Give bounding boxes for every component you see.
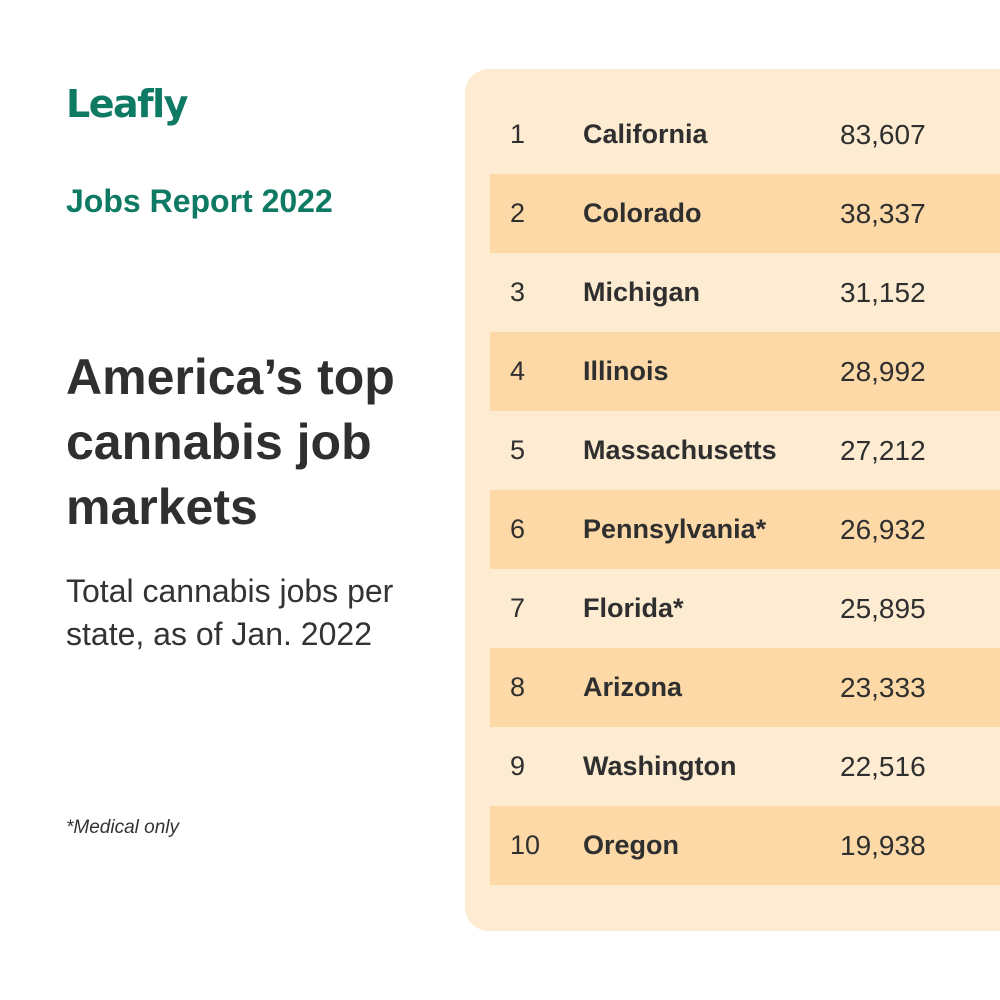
state-cell: Arizona: [583, 672, 683, 702]
jobs-cell: 27,212: [840, 434, 926, 466]
table-row: 2 Colorado 38,337: [490, 174, 1000, 253]
state-cell: Pennsylvania*: [583, 514, 767, 544]
table-row: 4 Illinois 28,992: [490, 332, 1000, 411]
rank-cell: 2: [510, 198, 526, 228]
state-cell: Florida*: [583, 593, 684, 623]
jobs-cell: 26,932: [840, 513, 926, 545]
rank-cell: 4: [510, 356, 526, 386]
table-row: 5 Massachusetts 27,212: [490, 411, 1000, 490]
table-row: 1 California 83,607: [490, 95, 1000, 174]
table-row: 7 Florida* 25,895: [490, 569, 1000, 648]
jobs-cell: 38,337: [840, 197, 926, 229]
jobs-cell: 25,895: [840, 592, 926, 624]
table-row: 6 Pennsylvania* 26,932: [490, 490, 1000, 569]
rank-cell: 5: [510, 435, 526, 465]
jobs-cell: 22,516: [840, 750, 926, 782]
state-cell: California: [583, 119, 708, 149]
leafly-logo: Leafly: [66, 82, 188, 126]
rank-cell: 6: [510, 514, 526, 544]
table-row: 9 Washington 22,516: [490, 727, 1000, 806]
state-cell: Washington: [583, 751, 737, 781]
chart-title: America’s top cannabis job markets: [66, 349, 395, 535]
jobs-cell: 23,333: [840, 671, 926, 703]
table-row: 8 Arizona 23,333: [490, 648, 1000, 727]
jobs-cell: 28,992: [840, 355, 926, 387]
ranking-table: 1 California 83,607 2 Colorado 38,337 3 Michiga…: [490, 95, 1000, 885]
jobs-cell: 31,152: [840, 276, 926, 308]
state-cell: Massachusetts: [583, 435, 777, 465]
footnote: *Medical only: [66, 817, 179, 838]
table-row: 3 Michigan 31,152: [490, 253, 1000, 332]
rank-cell: 9: [510, 751, 526, 781]
table-row: 10 Oregon 19,938: [490, 806, 1000, 885]
rank-cell: 7: [510, 593, 526, 623]
state-cell: Michigan: [583, 277, 701, 307]
chart-subtitle: Total cannabis jobs per state, as of Jan…: [66, 573, 394, 652]
jobs-cell: 83,607: [840, 118, 926, 150]
report-title: Jobs Report 2022: [66, 183, 333, 219]
jobs-cell: 19,938: [840, 829, 926, 861]
rank-cell: 3: [510, 277, 526, 307]
rank-cell: 10: [510, 830, 541, 860]
state-cell: Illinois: [583, 356, 669, 386]
rank-cell: 1: [510, 119, 526, 149]
state-cell: Oregon: [583, 830, 680, 860]
rank-cell: 8: [510, 672, 526, 702]
state-cell: Colorado: [583, 198, 702, 228]
